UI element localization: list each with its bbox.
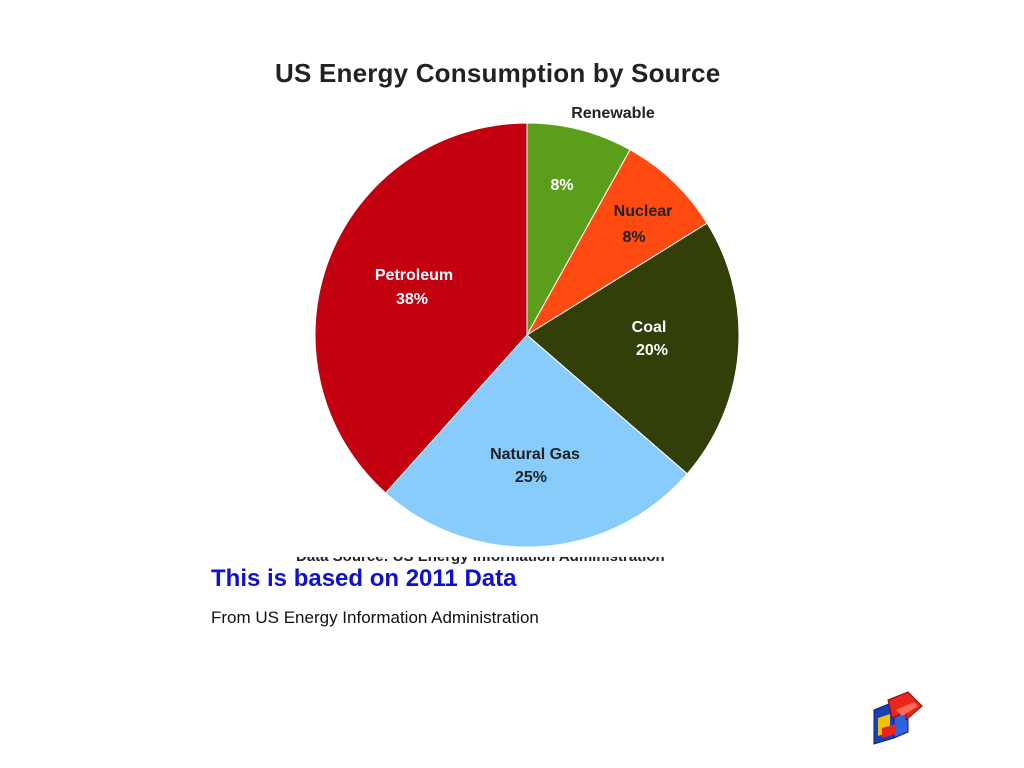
pie-label-petroleum: Petroleum <box>375 267 453 284</box>
chart-source-note: Data Source: US Energy Information Admin… <box>296 557 665 565</box>
pie-label-renewable: Renewable <box>571 105 655 122</box>
pie-value-label-renewable: 8% <box>550 177 573 194</box>
pie-slice-nuclear <box>525 149 708 337</box>
pie-label-natural-gas: Natural Gas <box>490 446 580 463</box>
slide-subline: From US Energy Information Administratio… <box>211 608 539 627</box>
pie-labels: Renewable 8% Nuclear 8% Coal 20% Natural Gas 25… <box>375 105 672 486</box>
pie-slice-natural-gas <box>384 334 688 548</box>
arrow-cube-logo-icon <box>873 691 923 745</box>
pie-slice-coal <box>526 222 740 475</box>
chart-source-note-cropped: Data Source: US Energy Information Admin… <box>296 557 766 565</box>
pie-value-label-nuclear: 8% <box>622 229 645 246</box>
slide-headline: This is based on 2011 Data <box>211 565 517 592</box>
pie-value-label-coal: 20% <box>636 342 668 359</box>
pie-chart: Renewable 8% Nuclear 8% Coal 20% Natural Gas 25… <box>314 105 740 548</box>
pie-slice-petroleum <box>314 122 528 494</box>
pie-slices <box>314 122 740 548</box>
pie-value-label-petroleum: 38% <box>396 291 428 308</box>
pie-label-coal: Coal <box>632 319 667 336</box>
pie-label-nuclear: Nuclear <box>614 203 673 220</box>
chart-title: US Energy Consumption by Source <box>275 58 721 88</box>
pie-slice-renewable <box>526 122 631 337</box>
pie-value-label-natural-gas: 25% <box>515 469 547 486</box>
